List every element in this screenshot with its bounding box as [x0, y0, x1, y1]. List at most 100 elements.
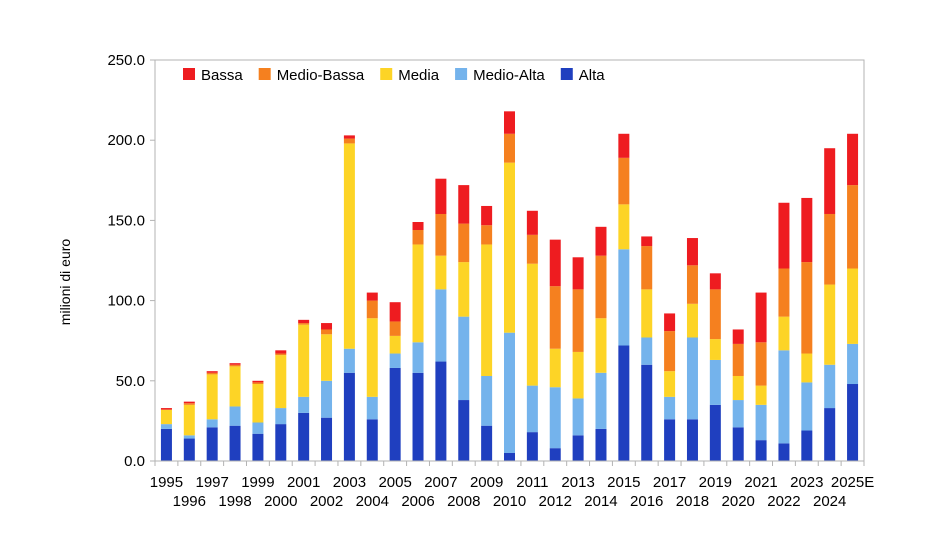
bar-bassa-2012	[549, 239, 561, 287]
bar-medio-bassa-2007	[435, 213, 447, 256]
bar-bassa-2021	[755, 292, 767, 343]
x-tick-label: 2005	[378, 474, 411, 491]
bar-alta-2006	[412, 372, 424, 461]
bar-medio-bassa-2009	[481, 225, 493, 245]
bar-bassa-1999	[252, 380, 264, 383]
bar-medio-alta-2016	[641, 337, 653, 365]
legend-swatch-bassa	[183, 68, 195, 80]
bar-alta-1998	[229, 425, 241, 461]
bar-bassa-2019	[709, 273, 721, 290]
bar-medio-bassa-2012	[549, 286, 561, 349]
bar-media-2022	[778, 316, 790, 351]
bar-medio-alta-2009	[481, 375, 493, 426]
x-tick-label: 2024	[813, 493, 846, 510]
bar-alta-2000	[275, 424, 287, 461]
bar-medio-bassa-2015	[618, 157, 630, 205]
x-tick-label: 2010	[493, 493, 526, 510]
bar-medio-bassa-2025e	[847, 185, 859, 269]
bar-medio-alta-2001	[298, 396, 310, 413]
x-tick-label: 2012	[539, 493, 572, 510]
bar-media-2007	[435, 255, 447, 290]
bar-medio-bassa-2004	[366, 300, 378, 319]
bar-bassa-2007	[435, 178, 447, 214]
bar-media-2003	[343, 143, 355, 349]
y-tick-label: 250.0	[107, 52, 145, 69]
bar-media-1997	[206, 374, 218, 420]
x-tick-label: 2001	[287, 474, 320, 491]
bar-medio-bassa-2001	[298, 323, 310, 325]
bar-medio-alta-2006	[412, 342, 424, 373]
bar-bassa-2020	[732, 329, 744, 344]
bar-bassa-2006	[412, 222, 424, 231]
bar-bassa-2015	[618, 133, 630, 158]
bar-alta-1996	[183, 438, 195, 461]
bar-medio-alta-2013	[572, 398, 584, 436]
bar-alta-2007	[435, 361, 447, 461]
y-tick-label: 200.0	[107, 132, 145, 149]
bar-alta-2005	[389, 367, 401, 461]
bar-alta-2008	[458, 400, 470, 461]
bar-alta-2021	[755, 440, 767, 461]
bar-medio-alta-2003	[343, 348, 355, 373]
bar-medio-alta-2023	[801, 382, 813, 431]
axes-group: 0.0 50.0 100.0 150.0 200.0 250.0 1995 1996 1997 1…	[107, 52, 874, 510]
legend-swatch-medio-alta	[455, 68, 468, 80]
bar-media-2000	[275, 355, 287, 409]
x-tick-label: 2011	[516, 474, 548, 491]
bar-alta-2011	[526, 432, 538, 461]
bar-alta-2014	[595, 428, 607, 461]
bar-bassa-2004	[366, 292, 378, 301]
bar-medio-bassa-2010	[504, 133, 515, 163]
bar-media-2013	[572, 351, 584, 399]
bar-bassa-2009	[481, 205, 493, 226]
bar-medio-bassa-2014	[595, 255, 607, 319]
x-tick-label: 2022	[767, 493, 800, 510]
bar-media-2009	[481, 244, 493, 376]
x-tick-label: 1999	[241, 474, 274, 491]
bar-media-1999	[252, 384, 264, 423]
x-tick-label: 2013	[561, 474, 594, 491]
x-tick-label: 2003	[333, 474, 366, 491]
bar-medio-alta-2017	[664, 396, 676, 420]
bar-medio-bassa-1996	[183, 403, 195, 405]
bar-alta-2003	[343, 372, 355, 461]
bar-medio-bassa-2003	[343, 138, 355, 144]
bar-medio-bassa-2022	[778, 268, 790, 317]
bar-medio-bassa-2021	[755, 342, 767, 386]
x-tick-label: 2019	[699, 474, 732, 491]
x-tick-label: 1997	[195, 474, 228, 491]
bar-media-2010	[504, 162, 515, 333]
bar-alta-2019	[709, 404, 721, 461]
bar-alta-2018	[686, 419, 698, 461]
bar-medio-bassa-1997	[206, 372, 218, 375]
bar-medio-bassa-2011	[526, 234, 538, 264]
bar-medio-bassa-1998	[229, 364, 241, 367]
bar-bassa-2018	[686, 238, 698, 266]
bar-medio-alta-1995	[160, 424, 172, 429]
bar-medio-bassa-2018	[686, 265, 698, 304]
bar-media-2005	[389, 335, 401, 354]
bar-bassa-2003	[343, 135, 355, 139]
legend-label-medio-alta: Medio-Alta	[473, 67, 545, 84]
bar-medio-bassa-2005	[389, 321, 401, 336]
bar-medio-alta-1996	[183, 435, 195, 439]
bar-alta-2025e	[847, 384, 859, 461]
x-tick-label: 2021	[744, 474, 777, 491]
x-tick-label: 2004	[356, 493, 389, 510]
bars-group	[160, 111, 859, 461]
bar-media-2014	[595, 318, 607, 373]
legend-label-alta: Alta	[579, 67, 606, 84]
bar-media-2011	[526, 263, 538, 386]
bar-medio-alta-2024	[824, 364, 836, 409]
x-tick-label: 1998	[218, 493, 251, 510]
bar-medio-alta-2004	[366, 396, 378, 420]
legend-label-medio-bassa: Medio-Bassa	[277, 67, 365, 84]
legend-swatch-media	[380, 68, 393, 80]
y-axis-label: milioni di euro	[57, 239, 73, 326]
bar-media-2006	[412, 244, 424, 343]
x-tick-label: 2014	[584, 493, 617, 510]
bar-medio-alta-2020	[732, 400, 744, 428]
bar-bassa-2005	[389, 302, 401, 322]
y-tick-label: 150.0	[107, 212, 145, 229]
